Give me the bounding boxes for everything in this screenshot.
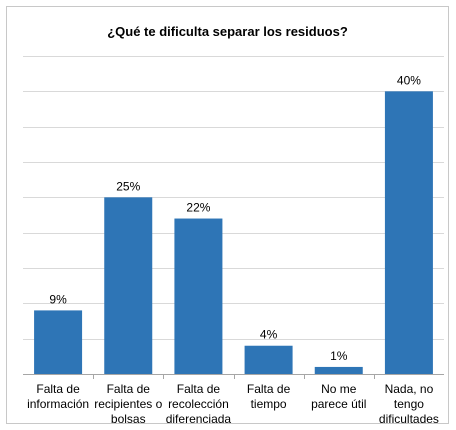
data-label-5: 1%: [330, 349, 348, 363]
bar-4: [244, 345, 293, 374]
category-label-line: recipientes o: [94, 397, 162, 411]
category-label-line: parece útil: [311, 397, 366, 411]
data-label-1: 9%: [49, 292, 67, 306]
data-label-3: 22%: [186, 201, 210, 215]
category-label-5: No me parece útil: [311, 382, 366, 411]
bar-5: [314, 366, 363, 374]
category-label-line: Nada, no: [385, 382, 434, 396]
category-label-4: Falta de tiempo: [247, 382, 291, 411]
data-label-6: 40%: [397, 73, 421, 87]
gridlines: [23, 56, 444, 340]
chart-title: ¿Qué te dificulta separar los residuos?: [107, 24, 348, 39]
data-labels: 9% 25% 22% 4% 1% 40%: [49, 73, 421, 363]
bar-3: [174, 218, 223, 374]
category-label-line: tiempo: [251, 397, 287, 411]
bar-2: [104, 197, 153, 374]
category-label-line: información: [27, 397, 89, 411]
data-label-4: 4%: [260, 328, 278, 342]
category-label-1: Falta de información: [27, 382, 89, 411]
category-label-line: recolección: [168, 397, 229, 411]
category-label-line: Falta de: [247, 382, 291, 396]
category-label-2: Falta de recipientes o bolsas: [94, 382, 162, 426]
category-label-6: Nada, no tengo dificultades: [379, 382, 439, 426]
data-label-2: 25%: [116, 179, 140, 193]
category-label-line: bolsas: [111, 412, 146, 426]
bars: [34, 91, 433, 374]
category-label-3: Falta de recolección diferenciada: [166, 382, 232, 426]
category-label-line: diferenciada: [166, 412, 232, 426]
category-label-line: Falta de: [36, 382, 80, 396]
category-label-line: Falta de: [107, 382, 151, 396]
category-label-line: No me: [321, 382, 357, 396]
bar-1: [34, 310, 83, 374]
category-label-line: tengo: [394, 397, 424, 411]
category-label-line: dificultades: [379, 412, 439, 426]
bar-6: [384, 91, 433, 374]
category-label-line: Falta de: [177, 382, 221, 396]
